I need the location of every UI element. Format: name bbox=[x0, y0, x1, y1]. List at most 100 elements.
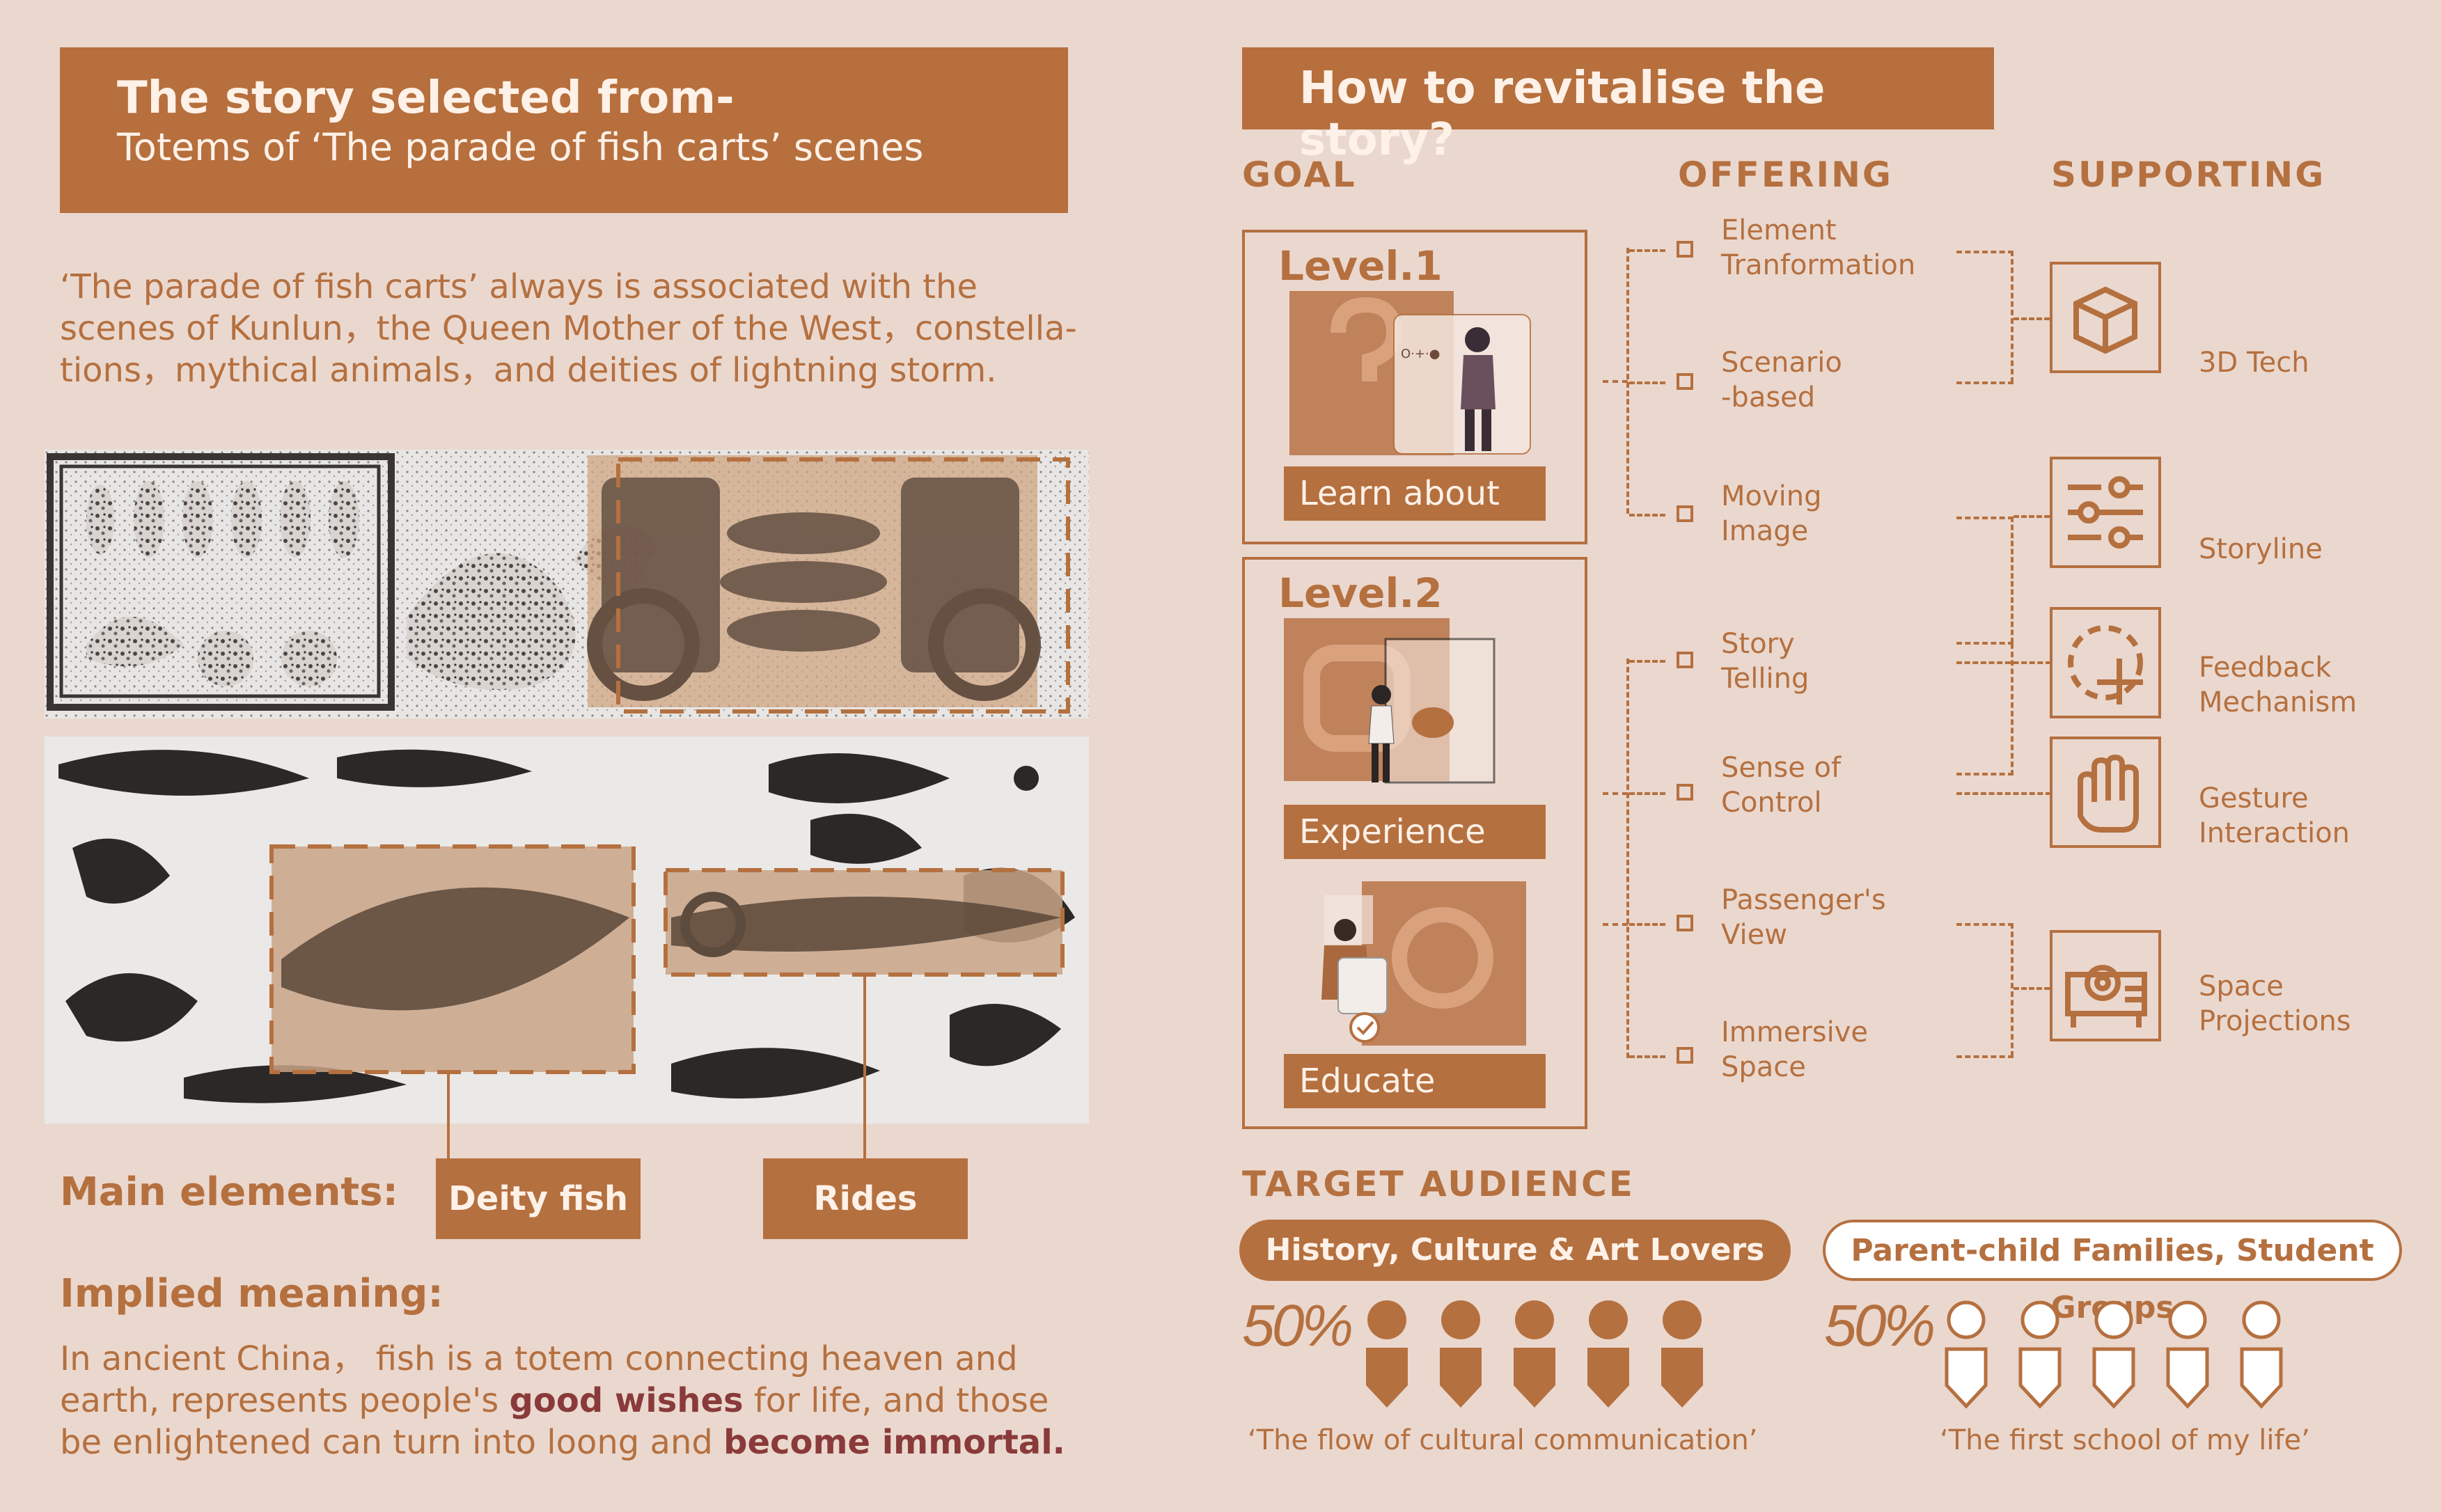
main-elements-label: Main elements: bbox=[60, 1170, 398, 1215]
goal-learn-about[interactable]: Learn about bbox=[1284, 466, 1546, 521]
off-immersive-space: Immersive Space bbox=[1721, 1015, 1868, 1085]
off-4-line-1: Story bbox=[1721, 628, 1795, 660]
off-7-line-2: Space bbox=[1721, 1051, 1806, 1083]
off-moving-image: Moving Image bbox=[1721, 479, 1822, 549]
sup-link-2a bbox=[1956, 517, 2014, 519]
sup-gesture: Gesture Interaction bbox=[2199, 781, 2350, 851]
sup-3d-tech: 3D Tech bbox=[2199, 347, 2309, 379]
implied-label: Implied meaning: bbox=[60, 1271, 444, 1316]
connector-deity-fish bbox=[447, 1072, 450, 1158]
connector-rides bbox=[863, 975, 866, 1158]
col-offering: OFFERING bbox=[1678, 155, 1893, 195]
sup-link-2b bbox=[1956, 642, 2014, 645]
goal-experience[interactable]: Experience bbox=[1284, 805, 1546, 859]
left-header: The story selected from- Totems of ‘The … bbox=[60, 47, 1068, 213]
intro-line-3: tions，mythical animals，and deities of li… bbox=[60, 351, 997, 390]
audience-pill-2: Parent-child Families, Student Groups bbox=[1823, 1220, 2402, 1325]
cube-icon bbox=[2050, 262, 2161, 373]
experience-illustration bbox=[1284, 618, 1521, 785]
intro-text: ‘The parade of fish carts’ always is ass… bbox=[60, 266, 1090, 391]
goal-educate[interactable]: Educate bbox=[1284, 1054, 1546, 1108]
off-3-line-1: Moving bbox=[1721, 480, 1822, 512]
audience-quote-2: ‘The first school of my life’ bbox=[1940, 1424, 2310, 1456]
connector-level2-spine bbox=[1626, 659, 1629, 1058]
off-4-line-2: Telling bbox=[1721, 663, 1810, 695]
off-branch-1 bbox=[1629, 249, 1665, 252]
level1-title: Level.1 bbox=[1278, 242, 1443, 290]
off-bullet-1 bbox=[1677, 241, 1693, 258]
tag-deity-fish: Deity fish bbox=[436, 1158, 641, 1239]
svg-text:O·+·●: O·+·● bbox=[1401, 347, 1440, 361]
off-7-line-1: Immersive bbox=[1721, 1016, 1869, 1048]
off-bullet-7 bbox=[1677, 1047, 1693, 1064]
off-branch-4 bbox=[1629, 660, 1665, 663]
off-branch-5 bbox=[1629, 792, 1665, 795]
sup-link-3a bbox=[1956, 661, 2051, 664]
off-6-line-1: Passenger's bbox=[1721, 884, 1886, 916]
sup-link-5-spine bbox=[2011, 923, 2014, 1057]
off-sense-of-control: Sense of Control bbox=[1721, 750, 1841, 820]
sup-link-2-spine bbox=[2011, 517, 2014, 643]
sup-feedback-line-1: Feedback bbox=[2199, 652, 2332, 684]
implied-line-2c: for life, and those bbox=[743, 1381, 1049, 1420]
off-bullet-2 bbox=[1677, 373, 1693, 390]
sup-gesture-line-2: Interaction bbox=[2199, 817, 2350, 849]
level2-title: Level.2 bbox=[1278, 569, 1443, 617]
audience-quote-1: ‘The flow of cultural communication’ bbox=[1248, 1424, 1758, 1456]
implied-line-1: In ancient China， fish is a totem connec… bbox=[60, 1339, 1018, 1378]
educate-illustration bbox=[1303, 881, 1526, 1048]
sup-link-1-spine bbox=[2011, 251, 2014, 383]
col-supporting: SUPPORTING bbox=[2051, 155, 2326, 195]
sup-projections-line-1: Space bbox=[2199, 970, 2284, 1002]
off-passengers-view: Passenger's View bbox=[1721, 883, 1886, 952]
off-6-line-2: View bbox=[1721, 919, 1787, 951]
implied-line-3: be enlightened can turn into loong and b… bbox=[60, 1422, 1090, 1463]
off-bullet-4 bbox=[1677, 652, 1693, 668]
off-5-line-2: Control bbox=[1721, 787, 1822, 819]
dashed-circle-plus-icon bbox=[2050, 607, 2161, 718]
col-goal: GOAL bbox=[1242, 155, 1357, 195]
audience-percent-2: 50% bbox=[1824, 1293, 1936, 1358]
right-header: How to revitalise the story? bbox=[1242, 47, 1994, 166]
sup-link-3b bbox=[1956, 773, 2014, 775]
off-branch-7 bbox=[1629, 1055, 1665, 1058]
sup-link-1b bbox=[1956, 381, 2014, 384]
implied-line-2: earth, represents people's good wishes f… bbox=[60, 1380, 1090, 1422]
connector-level1 bbox=[1603, 380, 1628, 383]
rubbing-image-bottom bbox=[45, 737, 1089, 1124]
projector-icon bbox=[2050, 930, 2161, 1041]
sup-feedback: Feedback Mechanism bbox=[2199, 650, 2357, 720]
off-element-transformation: Element Tranformation bbox=[1721, 213, 1915, 283]
intro-line-1: ‘The parade of fish carts’ always is ass… bbox=[60, 267, 978, 306]
off-branch-6 bbox=[1629, 923, 1665, 926]
left-header-subtitle: Totems of ‘The parade of fish carts’ sce… bbox=[117, 125, 924, 169]
audience-percent-1: 50% bbox=[1242, 1293, 1353, 1358]
audience-pill-1: History, Culture & Art Lovers bbox=[1239, 1220, 1791, 1281]
off-branch-3 bbox=[1629, 514, 1665, 517]
audience-people-filled bbox=[1363, 1299, 1718, 1417]
off-5-line-1: Sense of bbox=[1721, 752, 1842, 784]
audience-people-outlined bbox=[1942, 1299, 2298, 1417]
highlight-good-wishes: good wishes bbox=[509, 1381, 744, 1420]
off-2-line-1: Scenario bbox=[1721, 347, 1842, 379]
off-story-telling: Story Telling bbox=[1721, 627, 1809, 696]
left-header-title: The story selected from- bbox=[117, 72, 735, 124]
sup-feedback-line-2: Mechanism bbox=[2199, 686, 2357, 718]
right-header-title: How to revitalise the story? bbox=[1299, 63, 1826, 166]
target-audience-label: TARGET AUDIENCE bbox=[1242, 1164, 1635, 1204]
level2-box: Level.2 Experience Educate bbox=[1242, 557, 1587, 1129]
sup-link-5c bbox=[2014, 987, 2050, 990]
off-branch-2 bbox=[1629, 381, 1665, 384]
off-1-line-2: Tranformation bbox=[1721, 249, 1916, 281]
rubbing-image-top bbox=[45, 450, 1089, 718]
sup-projections: Space Projections bbox=[2199, 969, 2351, 1039]
off-2-line-2: -based bbox=[1721, 381, 1816, 414]
sup-link-4 bbox=[1956, 792, 2051, 795]
sup-link-3-spine bbox=[2011, 643, 2014, 775]
off-bullet-5 bbox=[1677, 784, 1693, 801]
off-bullet-3 bbox=[1677, 505, 1693, 522]
tag-rides: Rides bbox=[763, 1158, 968, 1239]
sliders-icon bbox=[2050, 457, 2161, 568]
sup-projections-line-2: Projections bbox=[2199, 1005, 2351, 1037]
connector-level2b bbox=[1603, 923, 1628, 926]
